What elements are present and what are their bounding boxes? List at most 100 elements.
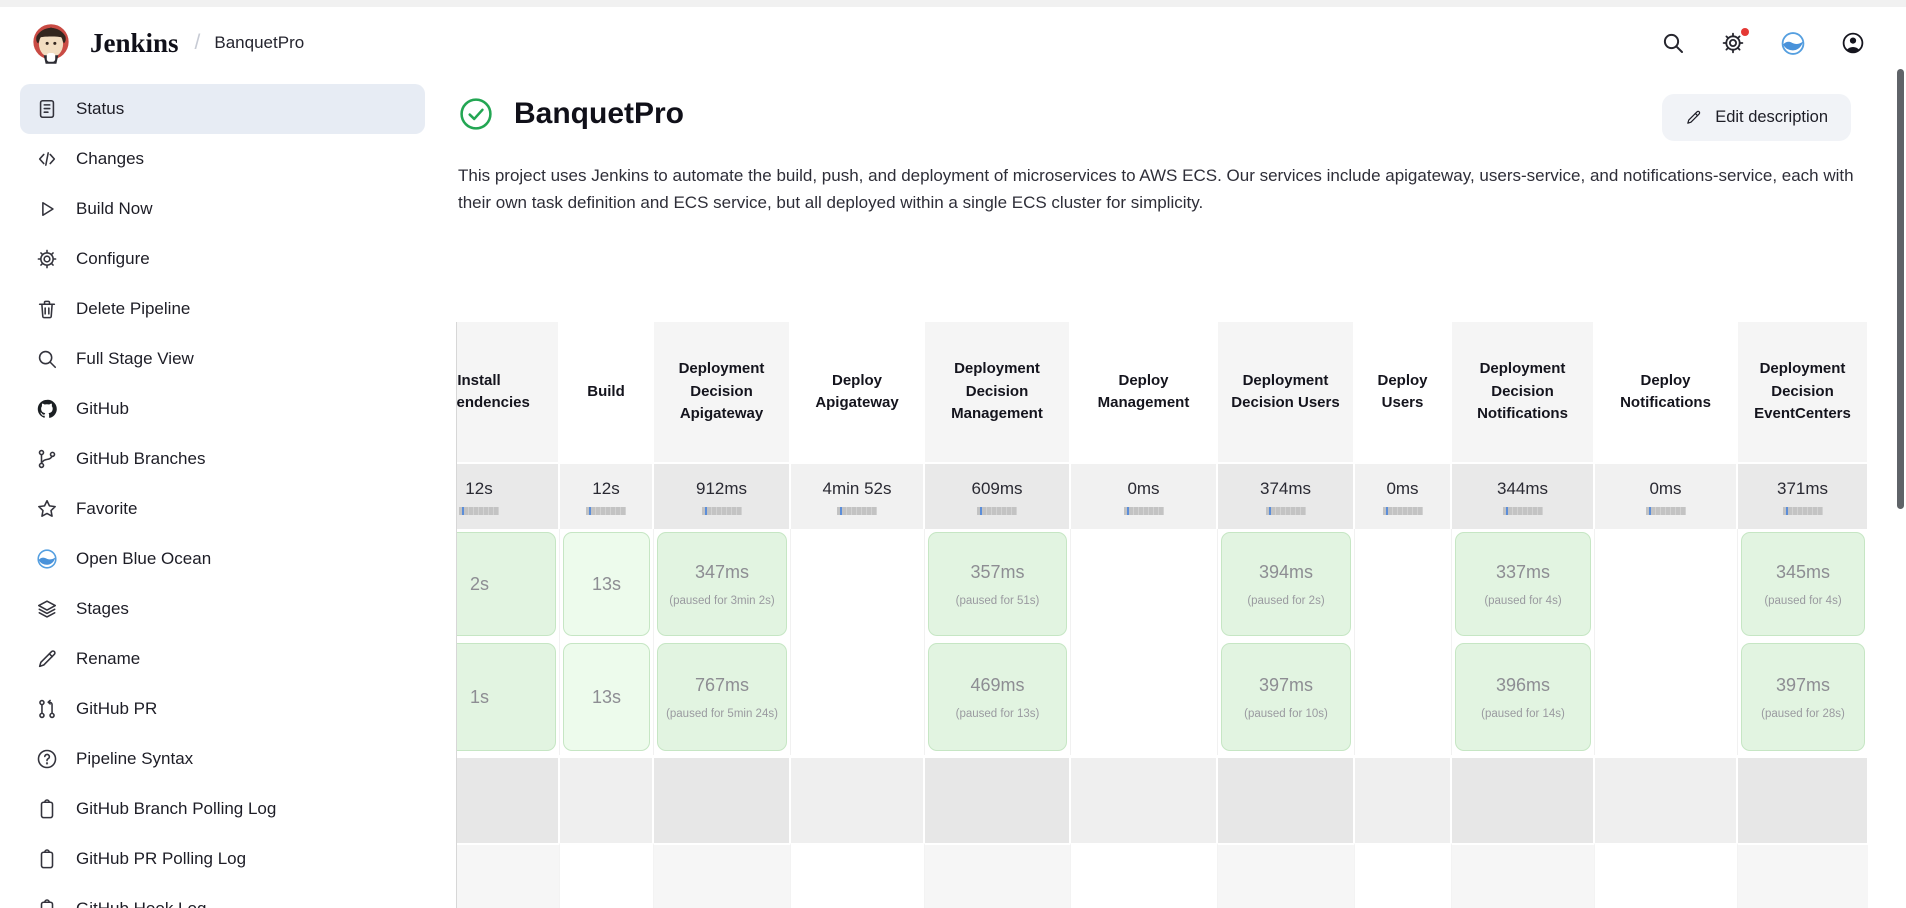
stage-paused-duration: (paused for 10s) — [1244, 707, 1328, 720]
profile-icon[interactable] — [1840, 30, 1866, 56]
stage-cell: 13s — [560, 640, 654, 755]
stage-table-row — [457, 843, 1868, 908]
stage-result-cell[interactable]: 767ms (paused for 5min 24s) — [657, 643, 787, 751]
stage-result-cell[interactable]: 337ms (paused for 4s) — [1455, 532, 1591, 636]
average-time-value: 912ms — [695, 478, 748, 498]
empty-stage-cell — [1595, 755, 1738, 843]
empty-stage-cell — [1738, 755, 1868, 843]
stage-cell: 396ms (paused for 14s) — [1452, 640, 1595, 755]
settings-gear-icon[interactable] — [1720, 28, 1749, 56]
stage-result-cell[interactable]: 397ms (paused for 28s) — [1741, 643, 1865, 751]
stage-table-row: 1s 13s 767ms (paused for 5min 24s) 469ms (pau… — [457, 640, 1868, 755]
average-time-value: 609ms — [971, 478, 1023, 498]
sidebar-item-favorite[interactable]: Favorite — [20, 484, 425, 534]
project-description: This project uses Jenkins to automate th… — [458, 166, 1854, 212]
average-stage-time: 12s — [457, 462, 560, 529]
clipboard-icon — [36, 848, 58, 870]
sidebar-item-stages[interactable]: Stages — [20, 584, 425, 634]
clipboard-icon — [36, 798, 58, 820]
sidebar-item-full-stage-view[interactable]: Full Stage View — [20, 334, 425, 384]
stage-result-cell[interactable]: 345ms (paused for 4s) — [1741, 532, 1865, 636]
stage-duration: 13s — [591, 573, 622, 594]
stage-result-cell[interactable]: 1s — [457, 643, 556, 751]
stage-duration: 396ms — [1495, 674, 1551, 695]
blue-ocean-icon[interactable] — [1780, 30, 1806, 56]
stage-time-mini-chart — [1502, 506, 1543, 515]
stage-result-cell[interactable]: 13s — [563, 643, 650, 751]
stage-result-cell[interactable]: 394ms (paused for 2s) — [1221, 532, 1351, 636]
sidebar-item-build-now[interactable]: Build Now — [20, 184, 425, 234]
stage-result-cell[interactable]: 397ms (paused for 10s) — [1221, 643, 1351, 751]
average-stage-time: 374ms — [1218, 462, 1355, 529]
stage-column-header: Deploy Notifications — [1595, 322, 1738, 462]
sidebar-item-configure[interactable]: Configure — [20, 234, 425, 284]
sidebar-item-label: GitHub Hook Log — [76, 899, 206, 908]
trash-icon — [36, 298, 58, 320]
sidebar-item-label: Open Blue Ocean — [76, 549, 212, 568]
sidebar-item-github-branches[interactable]: GitHub Branches — [20, 434, 425, 484]
sidebar-item-github-branch-polling-log[interactable]: GitHub Branch Polling Log — [20, 784, 425, 834]
stage-result-cell[interactable]: 13s — [563, 532, 650, 636]
page-title: BanquetPro — [514, 97, 685, 130]
sidebar-item-changes[interactable]: Changes — [20, 134, 425, 184]
empty-stage-cell — [457, 755, 560, 843]
average-time-value: 374ms — [1259, 478, 1312, 498]
sidebar-item-pipeline-syntax[interactable]: Pipeline Syntax — [20, 734, 425, 784]
pull-request-icon — [36, 698, 58, 720]
sidebar-item-github-pr[interactable]: GitHub PR — [20, 684, 425, 734]
stage-result-cell[interactable]: 357ms (paused for 51s) — [928, 532, 1067, 636]
sidebar-item-delete-pipeline[interactable]: Delete Pipeline — [20, 284, 425, 334]
empty-stage-cell — [1218, 843, 1355, 908]
vertical-scrollbar[interactable] — [1897, 69, 1904, 509]
stage-column-header: Build — [560, 322, 654, 462]
clipboard-icon — [36, 898, 58, 908]
page-head: BanquetPro — [458, 96, 684, 132]
sidebar-item-status[interactable]: Status — [20, 84, 425, 134]
stage-cell: 767ms (paused for 5min 24s) — [654, 640, 791, 755]
average-stage-time: 344ms — [1452, 462, 1595, 529]
sidebar-item-github-hook-log[interactable]: GitHub Hook Log — [20, 884, 425, 908]
sidebar-item-label: Build Now — [76, 199, 153, 218]
sidebar-item-label: GitHub PR — [76, 699, 158, 718]
search-icon — [36, 348, 58, 370]
stage-view-table: Install DependenciesBuildDeployment Deci… — [456, 322, 1868, 908]
stage-column-header: Install Dependencies — [457, 322, 560, 462]
stage-result-cell[interactable]: 469ms (paused for 13s) — [928, 643, 1067, 751]
top-actions — [1660, 28, 1866, 56]
stage-table-row: 12s 12s 912ms 4min 52s 609ms 0ms 374ms 0ms 344ms… — [457, 462, 1868, 529]
stage-paused-duration: (paused for 13s) — [955, 707, 1040, 720]
sidebar-item-label: GitHub Branch Polling Log — [76, 799, 277, 818]
stage-duration: 397ms — [1258, 674, 1314, 695]
empty-stage-cell — [654, 843, 791, 908]
stage-paused-duration: (paused for 5min 24s) — [666, 707, 778, 720]
stage-result-cell[interactable]: 396ms (paused for 14s) — [1455, 643, 1591, 751]
breadcrumb-project[interactable]: BanquetPro — [214, 33, 305, 52]
stage-cell — [791, 529, 925, 640]
empty-stage-cell — [560, 755, 654, 843]
empty-stage-cell — [654, 755, 791, 843]
sidebar-item-github[interactable]: GitHub — [20, 384, 425, 434]
empty-stage-cell — [1738, 843, 1868, 908]
stage-cell: 394ms (paused for 2s) — [1218, 529, 1355, 640]
empty-stage-cell — [1355, 755, 1452, 843]
sidebar-item-label: GitHub — [76, 399, 129, 418]
average-time-value: 12s — [465, 478, 493, 498]
sidebar-item-github-pr-polling-log[interactable]: GitHub PR Polling Log — [20, 834, 425, 884]
stage-cell — [1355, 640, 1452, 755]
stage-paused-duration: (paused for 3min 2s) — [669, 594, 775, 607]
sidebar-item-rename[interactable]: Rename — [20, 634, 425, 684]
search-icon[interactable] — [1660, 30, 1686, 56]
stage-cell — [1355, 529, 1452, 640]
stage-result-cell[interactable]: 347ms (paused for 3min 2s) — [657, 532, 787, 636]
stage-result-cell[interactable]: 2s — [457, 532, 556, 636]
stage-cell — [1595, 529, 1738, 640]
top-bar: Jenkins / BanquetPro — [0, 7, 1906, 79]
stage-column-header: Deploy Users — [1355, 322, 1452, 462]
sidebar-item-label: Stages — [76, 599, 129, 618]
jenkins-home-link[interactable]: Jenkins — [28, 20, 179, 66]
stage-cell: 397ms (paused for 28s) — [1738, 640, 1868, 755]
breadcrumb-separator: / — [194, 31, 201, 54]
edit-description-button[interactable]: Edit description — [1662, 94, 1851, 141]
stage-cell: 1s — [457, 640, 560, 755]
sidebar-item-open-blue-ocean[interactable]: Open Blue Ocean — [20, 534, 425, 584]
